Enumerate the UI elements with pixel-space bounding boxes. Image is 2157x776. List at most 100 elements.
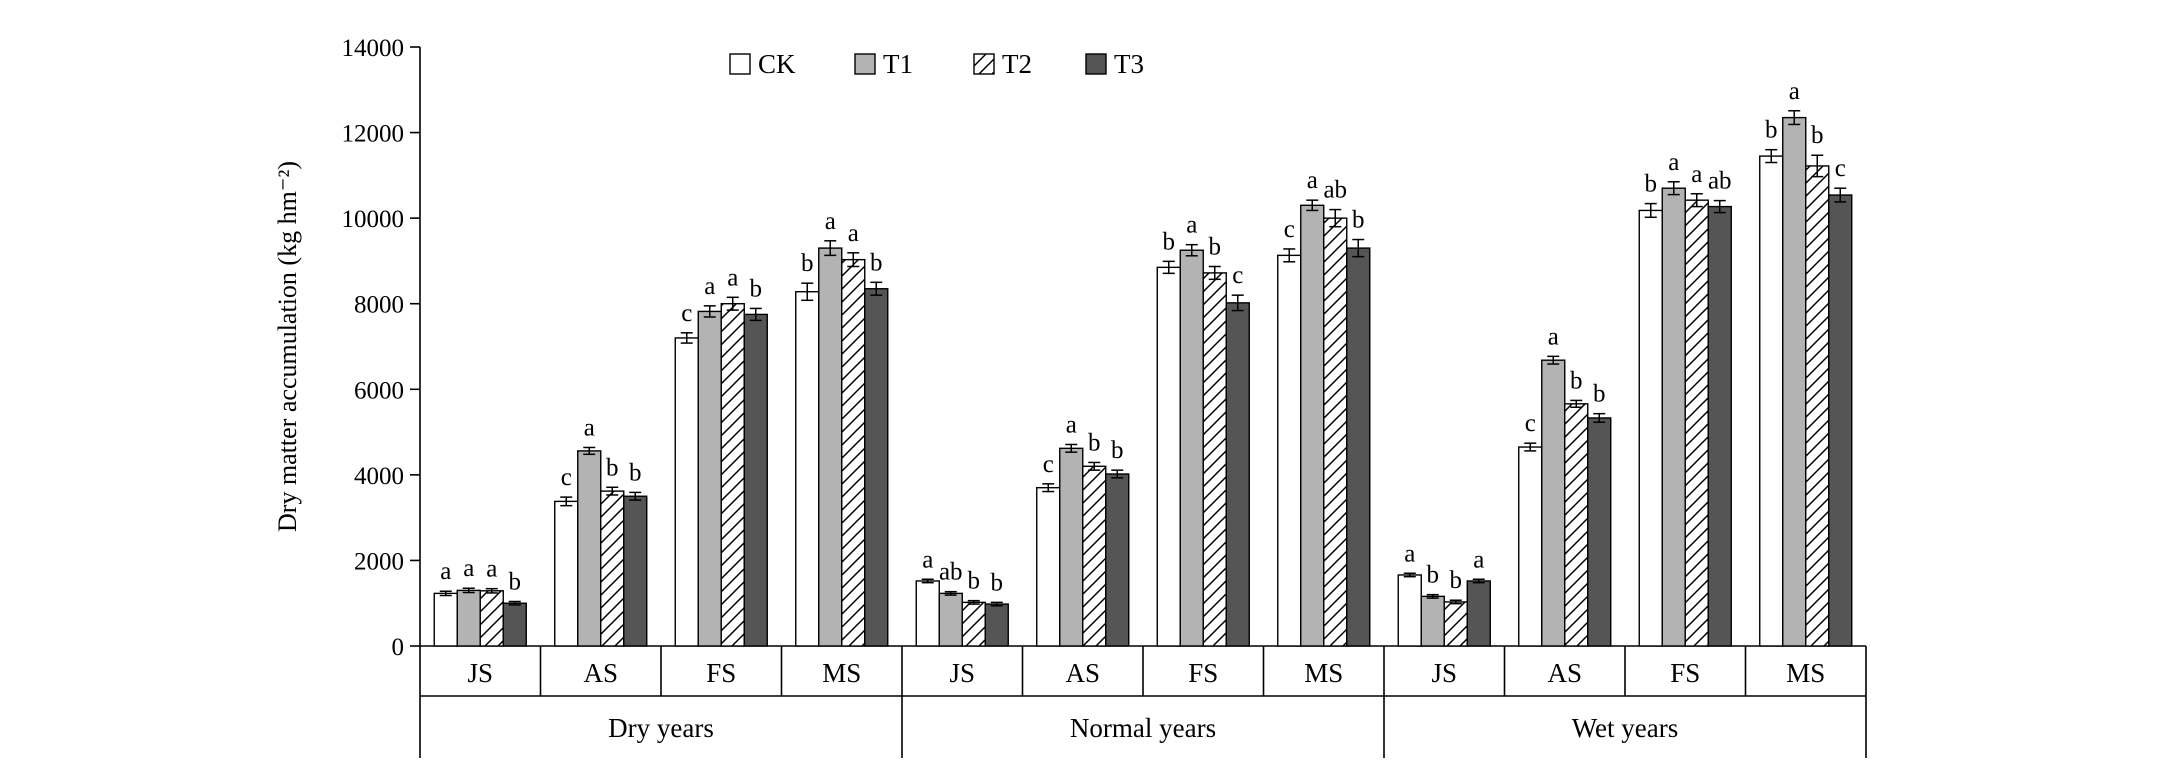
stage-label: AS [1547,658,1582,688]
bar [1759,155,1784,647]
significance-label: b [1209,233,1222,260]
significance-label: b [1427,562,1440,589]
bar [1782,116,1807,647]
stage-label: FS [1188,658,1218,688]
y-axis-title: Dry matter accumulation (kg hm⁻²) [273,161,302,532]
bar [1420,595,1445,647]
significance-label: a [1186,212,1197,239]
significance-label: a [1066,411,1077,438]
y-tick-label: 8000 [354,292,404,319]
bar [864,288,889,647]
bar [1059,447,1084,647]
bar [1564,403,1589,647]
stage-label: MS [1304,658,1343,688]
group-label: Wet years [1572,713,1679,743]
bar [1105,473,1130,647]
y-tick-label: 0 [392,634,405,661]
bar [961,601,986,647]
significance-label: a [1548,323,1559,350]
significance-label: a [584,414,595,441]
significance-label: a [1404,540,1415,567]
bar [502,602,527,647]
bar [1541,359,1566,647]
y-tick-label: 2000 [354,548,404,575]
y-tick-label: 4000 [354,463,404,490]
stage-label: MS [1786,658,1825,688]
bar [1156,266,1181,647]
significance-label: b [1352,207,1365,234]
group-label: Dry years [608,713,714,743]
significance-label: a [704,273,715,300]
stage-label: MS [822,658,861,688]
stage-label: JS [949,658,975,688]
significance-label: a [848,220,859,247]
legend-label: CK [758,49,796,79]
significance-label: a [922,546,933,573]
significance-label: b [991,569,1004,596]
bar [1684,199,1709,647]
significance-label: b [1570,367,1583,394]
bar [984,603,1009,647]
bar [1225,302,1250,647]
significance-label: c [1232,262,1243,289]
bar [674,337,699,647]
significance-label: b [750,275,763,302]
significance-label: c [1043,451,1054,478]
bar [554,500,579,647]
significance-label: b [509,569,522,596]
significance-label: ab [1323,177,1347,204]
significance-label: b [1593,381,1606,408]
y-tick-label: 10000 [342,206,405,233]
significance-label: b [1163,228,1176,255]
significance-label: a [825,208,836,235]
bar [600,490,625,647]
bar [1661,187,1686,647]
legend-label: T2 [1002,49,1032,79]
bar [915,580,940,647]
significance-label: b [870,249,883,276]
bar [818,247,843,647]
plot-area: 0 2000 4000 6000 8000 10000 12000 14000 Dry matt… [273,35,1867,758]
significance-label: a [1473,546,1484,573]
significance-label: a [1668,149,1679,176]
bar [795,291,820,647]
legend-swatch [729,53,751,75]
bar [1587,417,1612,647]
bar [841,258,866,647]
bar [1518,446,1543,647]
bar [1323,217,1348,647]
bar [433,592,458,647]
legend-swatch [973,53,995,75]
bar [938,592,963,647]
bar [1202,272,1227,647]
legend-label: T1 [883,49,913,79]
significance-label: b [801,250,814,277]
bar [1082,465,1107,647]
significance-label: c [1835,155,1846,182]
significance-label: c [1284,216,1295,243]
y-tick-label: 14000 [342,35,405,62]
significance-label: a [1691,161,1702,188]
significance-label: b [1765,117,1778,144]
bar [623,495,648,647]
bar [697,310,722,647]
bar [456,589,481,647]
significance-label: a [463,555,474,582]
bar [479,590,504,647]
bar [1300,204,1325,647]
significance-label: ab [939,559,963,586]
stage-label: JS [1431,658,1457,688]
y-tick-label: 12000 [342,121,405,148]
significance-label: b [1645,171,1658,198]
significance-label: c [561,464,572,491]
bar [1277,254,1302,647]
significance-label: b [1088,429,1101,456]
group-label: Normal years [1070,713,1216,743]
significance-label: b [1111,437,1124,464]
stage-label: FS [706,658,736,688]
stage-label: AS [1065,658,1100,688]
bar [1443,601,1468,647]
bar [720,303,745,647]
bar [743,313,768,647]
